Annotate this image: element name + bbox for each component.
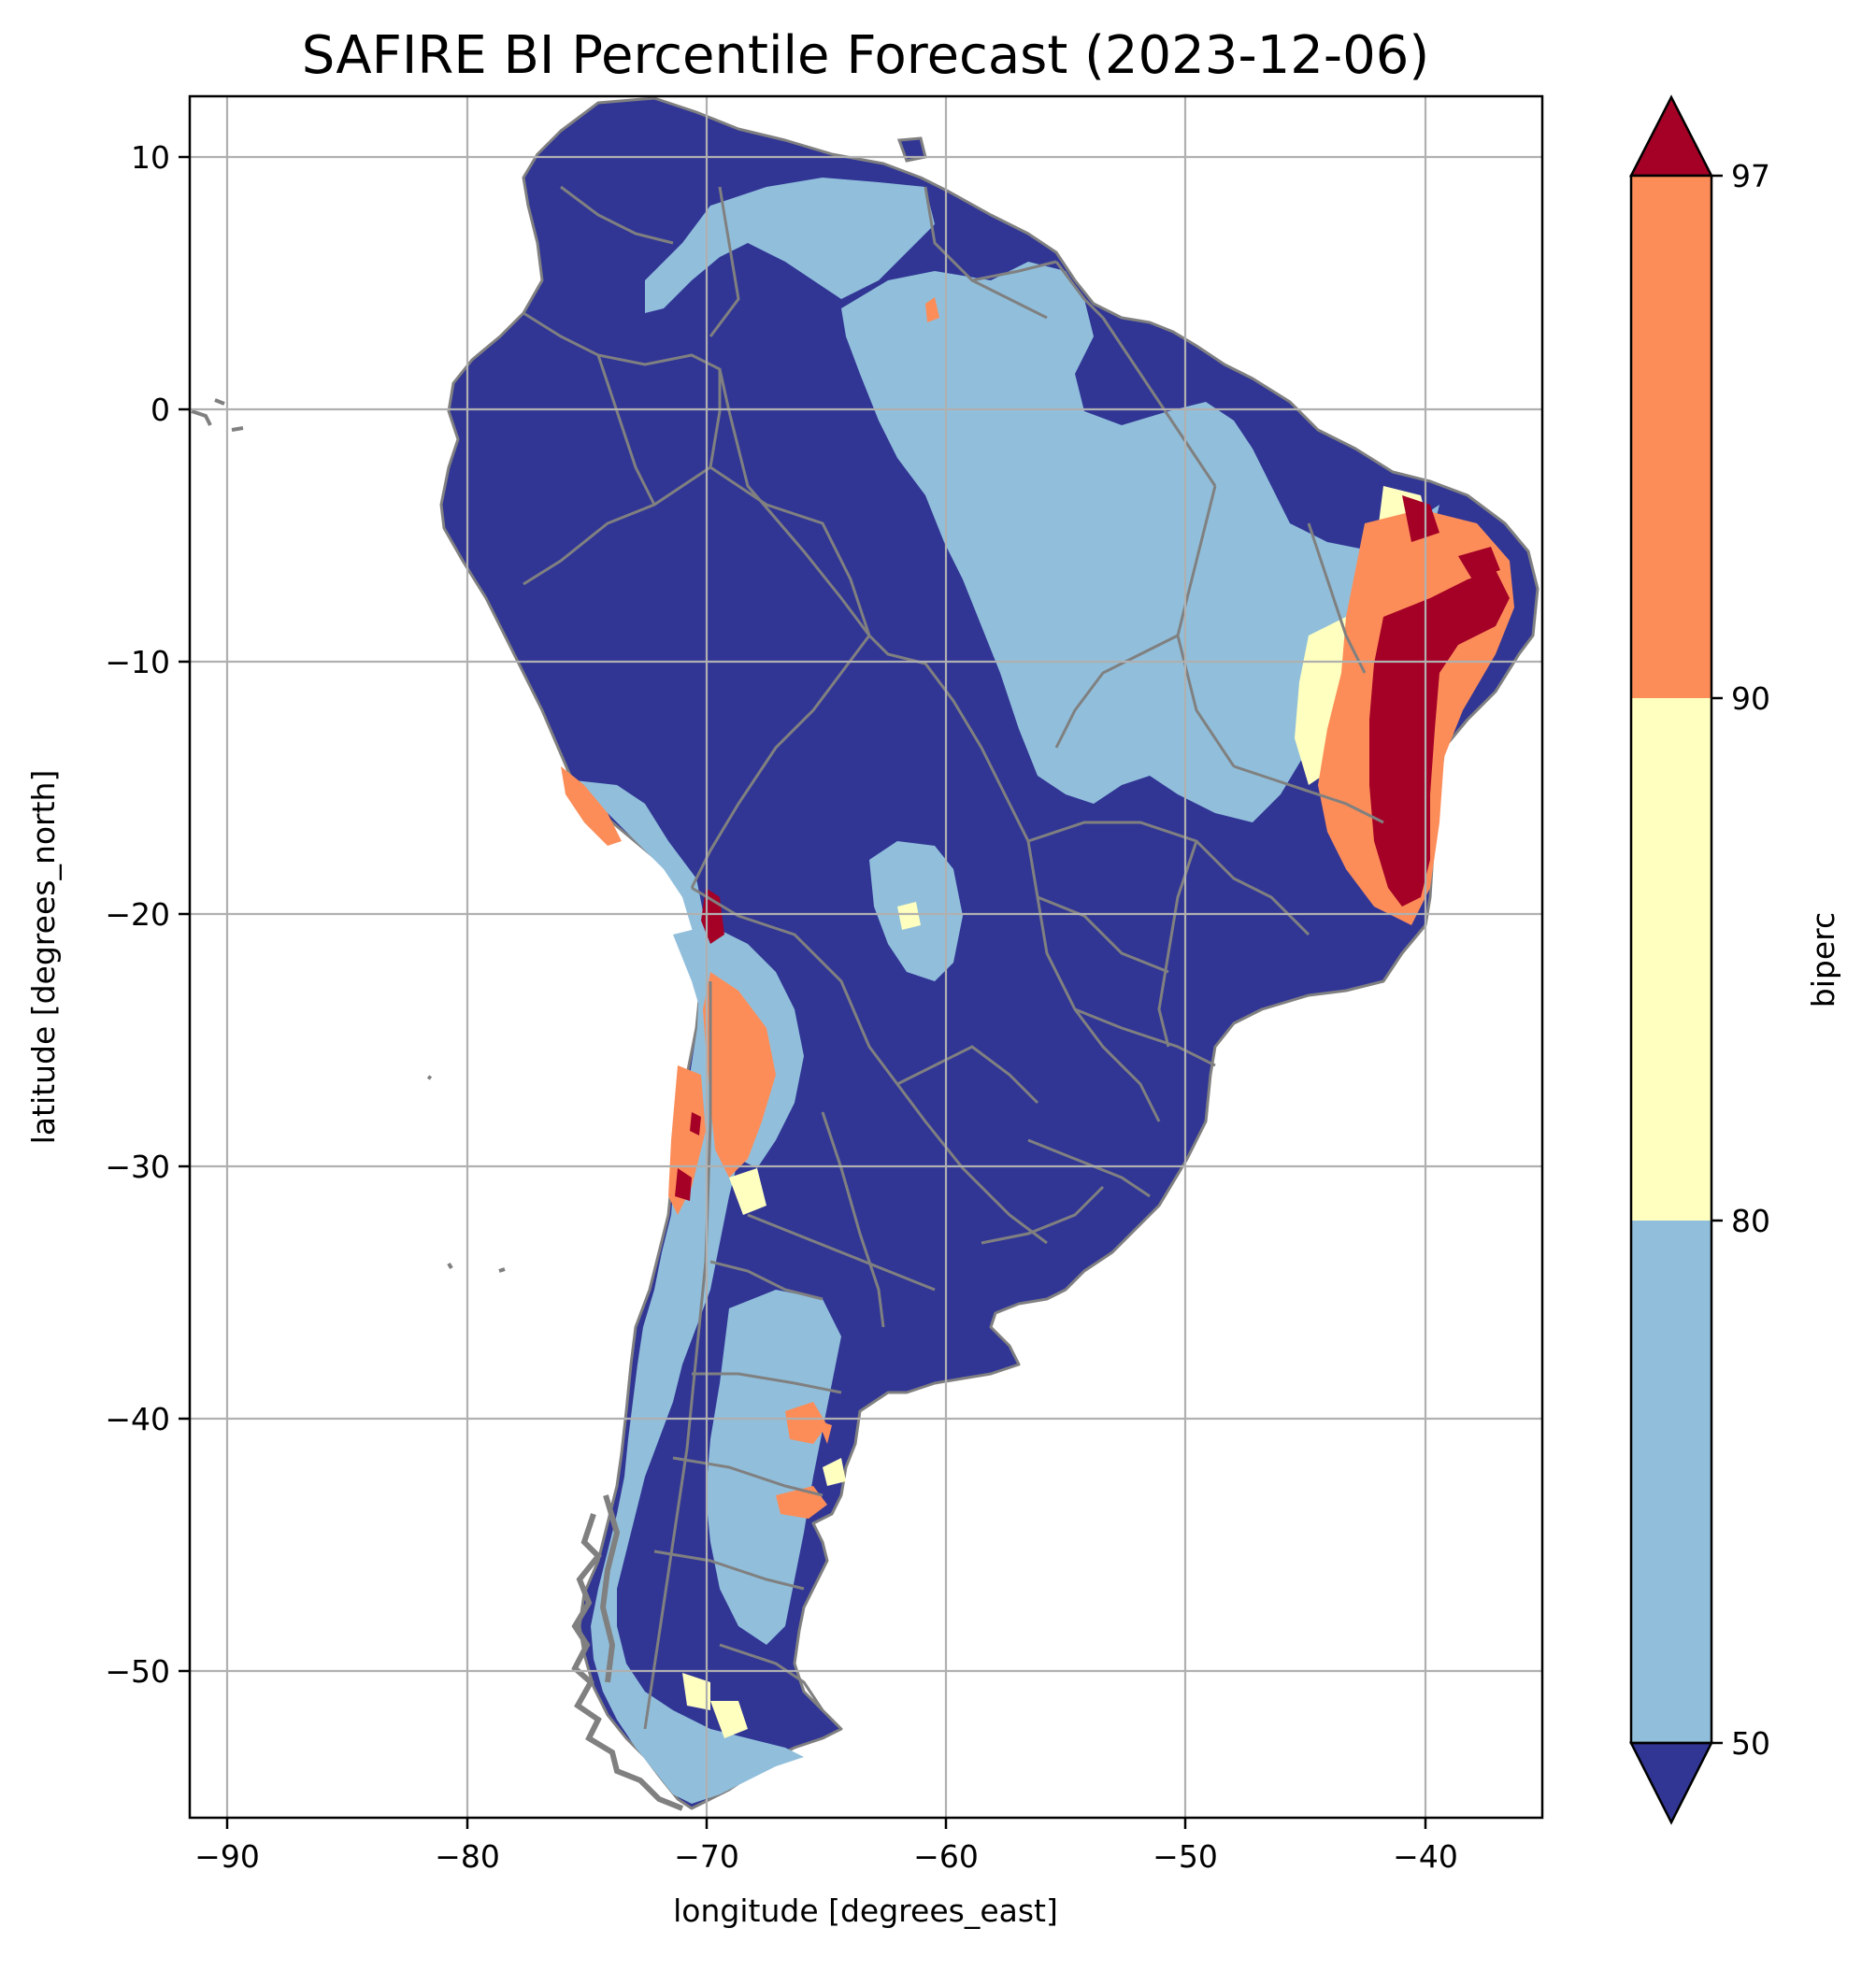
y-tick-label: −50 [105,1653,170,1690]
y-axis-label: latitude [degrees_north] [25,770,62,1145]
galapagos-islands [191,398,244,432]
colorbar-label: biperc [1805,912,1841,1007]
axes-frame [188,94,1544,1820]
x-tick-label: −80 [435,1838,500,1875]
x-tick-label: −70 [674,1838,739,1875]
y-tick-label: −20 [105,896,170,933]
figure-title: SAFIRE BI Percentile Forecast (2023-12-0… [302,25,1429,86]
country-borders [523,185,1384,1730]
fjord-coast [571,1494,684,1811]
colorbar-extend-over [1628,94,1714,178]
y-tick-label: −10 [105,644,170,680]
colorbar-tick-label: 80 [1731,1203,1770,1239]
x-tick-label: −60 [913,1838,979,1875]
y-tick-label: 10 [131,139,170,176]
y-tick-label: −40 [105,1401,170,1437]
colorbar-frame [1629,174,1713,1745]
x-axis-label: longitude [degrees_east] [673,1892,1058,1929]
x-tick-label: −40 [1393,1838,1458,1875]
colorbar: 97 90 80 50 biperc [1628,94,1841,1825]
land-layer [190,96,1542,1818]
colorbar-segment-90-97 [1631,176,1711,698]
pacific-islets [426,1075,506,1273]
colorbar-extend-under [1628,1741,1714,1825]
x-axis: −90 −80 −70 −60 −50 −40 longitude [degre… [194,1818,1458,1929]
colorbar-tick-label: 90 [1731,680,1770,717]
x-tick-label: −90 [194,1838,260,1875]
colorbar-tick-label: 50 [1731,1725,1770,1762]
gridlines [190,96,1542,1818]
y-tick-label: 0 [150,392,170,428]
colorbar-segment-80-90 [1631,698,1711,1221]
y-axis: 10 0 −10 −20 −30 −40 −50 latitude [degre… [25,139,190,1690]
x-tick-label: −50 [1153,1838,1218,1875]
map-axes: −90 −80 −70 −60 −50 −40 longitude [degre… [25,94,1544,1929]
y-tick-label: −30 [105,1149,170,1185]
colorbar-tick-label: 97 [1731,158,1770,194]
colorbar-segment-50-80 [1631,1221,1711,1743]
